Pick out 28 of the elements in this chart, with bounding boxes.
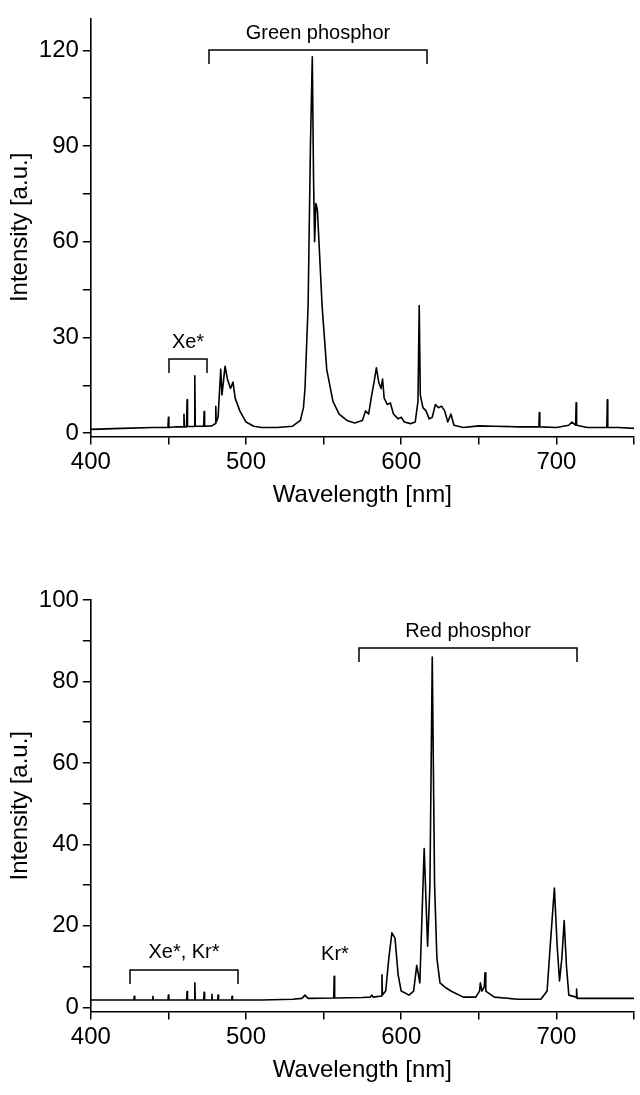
x-tick-label: 700 [536,1022,577,1050]
y-tick-label: 0 [65,417,79,445]
y-axis-title: Intensity [a.u.] [5,730,33,881]
x-axis-title: Wavelength [nm] [272,1055,453,1083]
y-tick-label: 90 [52,130,79,158]
x-tick-label: 400 [70,1022,111,1050]
x-tick-label: 700 [536,447,577,475]
y-tick-label: 20 [52,910,79,938]
x-tick-label: 600 [381,447,422,475]
x-tick-label: 600 [381,1022,422,1050]
x-tick-label: 500 [226,447,267,475]
x-tick-label: 400 [70,447,111,475]
annotation: Green phosphor [245,21,391,43]
x-axis-title: Wavelength [nm] [272,480,453,508]
annotation: Xe* [171,330,205,352]
annotation: Xe*, Kr* [148,940,220,962]
y-tick-label: 60 [52,226,79,254]
annotation: Kr* [321,942,349,964]
annotation: Red phosphor [405,619,531,641]
y-tick-label: 60 [52,747,79,775]
y-tick-label: 100 [38,584,79,612]
y-tick-label: 30 [52,322,79,350]
y-tick-label: 40 [52,829,79,857]
y-axis-title: Intensity [a.u.] [5,152,33,303]
x-tick-label: 500 [226,1022,267,1050]
y-tick-label: 80 [52,666,79,694]
y-tick-label: 0 [65,991,79,1019]
y-tick-label: 120 [38,34,79,62]
